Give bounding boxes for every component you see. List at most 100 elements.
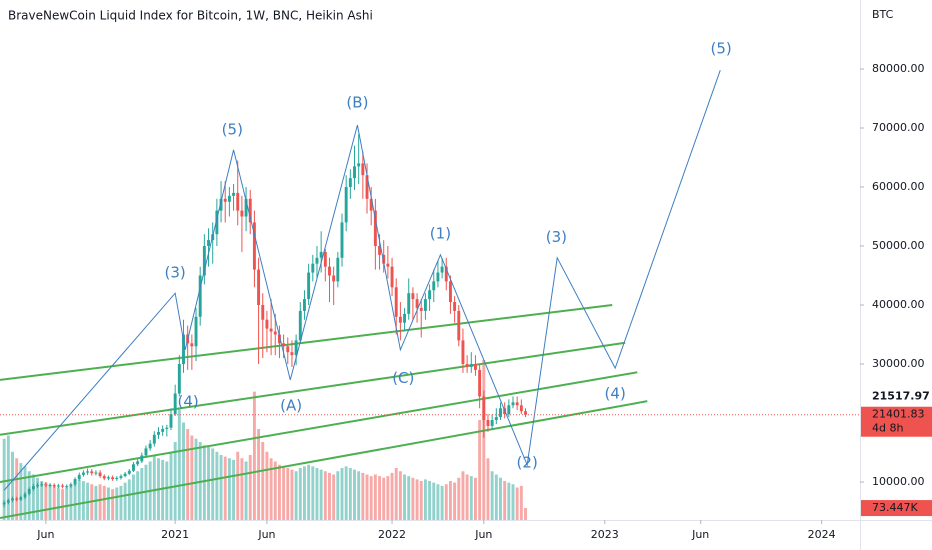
candle-body [148,443,152,449]
volume-bar [515,487,519,520]
volume-bar [161,459,165,520]
candle-body [323,251,327,267]
candle-body [348,178,352,187]
volume-bar [44,482,48,520]
x-tick-label: Jun [257,528,275,541]
candle-body [115,477,119,480]
candle-body [432,281,436,291]
candle-body [340,222,344,258]
candle-body [127,470,131,474]
candle-body [44,484,48,486]
candle-body [169,414,173,428]
candle-body [27,489,31,494]
candle-body [161,428,165,432]
y-tick-label: 80000.00 [872,62,925,75]
volume-bar [448,481,452,520]
volume-bar [482,359,486,520]
volume-bar [386,476,390,520]
volume-bar [478,420,482,520]
candle-body [173,393,177,415]
wave-label: (4) [605,385,626,403]
volume-bar [52,485,56,520]
candle-body [198,275,202,317]
candle-body [461,340,465,364]
candle-body [19,497,23,500]
candle-body [81,472,85,475]
volume-bar [6,435,10,520]
volume-bar [61,489,65,520]
channel-line [0,400,648,519]
volume-bar [40,481,44,520]
volume-label-box [861,500,932,517]
candle-body [336,257,340,282]
volume-bar [182,422,185,520]
volume-bar [261,442,265,520]
volume-bar [457,477,461,520]
candle-body [65,486,69,488]
volume-bar [252,391,256,520]
price-line-label: 21517.97 [872,390,930,403]
candle-body [448,281,452,303]
volume-bar [490,471,494,520]
volume-bar [98,484,102,520]
candle-body [277,334,281,344]
volume-bar [132,474,135,520]
volume-bar [519,485,523,520]
candle-body [465,363,469,367]
candle-body [423,299,427,311]
candle-body [61,485,65,487]
candle-body [365,175,369,199]
candle-body [378,245,381,255]
candle-body [444,266,448,282]
candle-body [240,210,244,217]
volume-bar [265,451,269,520]
candle-body [407,293,411,314]
candle-body [474,363,477,370]
candle-body [94,472,98,474]
candle-body [482,396,486,421]
volume-bar [2,438,6,520]
candle-body [219,198,223,211]
candle-body [56,485,60,487]
x-tick-label: 2022 [378,528,406,541]
candle-body [436,272,440,282]
volume-bar [102,485,106,520]
candle-body [6,500,10,503]
volume-bar [524,508,527,520]
wave-label: (5) [710,39,731,57]
volume-bar [344,466,348,520]
volume-bar [294,471,298,520]
candle-body [332,275,336,282]
volume-bar [474,477,477,520]
volume-bar [127,479,131,520]
candle-body [227,195,231,202]
candle-body [215,210,219,235]
volume-bar [440,485,444,520]
volume-bar [428,481,432,520]
volume-bar [311,466,315,520]
x-tick-label: Jun [36,528,54,541]
candle-body [294,340,298,356]
currency-label: BTC [872,8,894,21]
volume-bar [353,469,356,520]
candle-body [244,198,248,217]
candle-body [123,473,127,477]
x-tick-label: 2024 [808,528,836,541]
volume-bar [436,484,440,520]
candle-body [419,307,423,311]
y-tick-label: 60000.00 [872,180,925,193]
countdown-label: 4d 8h [872,422,903,435]
candle-body [290,352,294,356]
candle-body [40,484,44,486]
volume-bar [465,474,469,520]
volume-bar [307,464,311,520]
volume-bar [407,476,411,520]
x-tick-label: Jun [474,528,492,541]
candle-body [23,493,27,498]
candle-body [144,448,148,456]
volume-bar [453,482,457,520]
wave-label: (4) [177,392,198,410]
candle-body [36,484,39,487]
volume-bar [357,471,361,520]
